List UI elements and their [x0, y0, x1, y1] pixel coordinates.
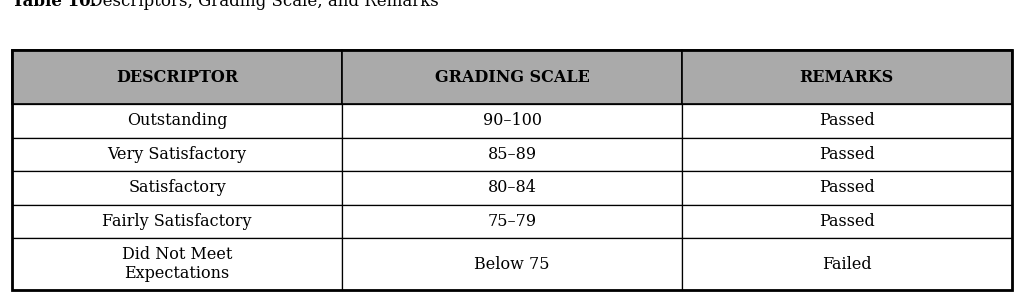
Text: 80–84: 80–84 — [487, 179, 537, 196]
Text: Failed: Failed — [822, 255, 871, 273]
Text: 85–89: 85–89 — [487, 146, 537, 163]
Bar — [682, 238, 1012, 290]
Text: Very Satisfactory: Very Satisfactory — [108, 146, 247, 163]
Text: Table 10.: Table 10. — [12, 0, 97, 10]
Bar — [12, 104, 342, 138]
Bar — [342, 205, 682, 238]
Text: Outstanding: Outstanding — [127, 112, 227, 129]
Bar — [342, 238, 682, 290]
Bar — [682, 104, 1012, 138]
Text: Passed: Passed — [819, 213, 874, 230]
Bar — [682, 171, 1012, 205]
Text: 75–79: 75–79 — [487, 213, 537, 230]
Bar — [12, 171, 342, 205]
Bar — [342, 104, 682, 138]
Text: Passed: Passed — [819, 179, 874, 196]
Text: 90–100: 90–100 — [482, 112, 542, 129]
Text: DESCRIPTOR: DESCRIPTOR — [116, 69, 239, 86]
Text: Did Not Meet
Expectations: Did Not Meet Expectations — [122, 246, 232, 282]
Bar — [342, 171, 682, 205]
Text: Below 75: Below 75 — [474, 255, 550, 273]
Text: Fairly Satisfactory: Fairly Satisfactory — [102, 213, 252, 230]
Bar — [342, 138, 682, 171]
Bar — [12, 238, 342, 290]
Text: Satisfactory: Satisfactory — [128, 179, 226, 196]
Text: GRADING SCALE: GRADING SCALE — [434, 69, 590, 86]
Bar — [342, 50, 682, 104]
Bar — [682, 205, 1012, 238]
Bar — [12, 138, 342, 171]
Bar — [12, 50, 1012, 290]
Text: Passed: Passed — [819, 146, 874, 163]
Bar — [682, 138, 1012, 171]
Bar — [12, 50, 342, 104]
Text: Descriptors, Grading Scale, and Remarks: Descriptors, Grading Scale, and Remarks — [84, 0, 439, 10]
Text: Passed: Passed — [819, 112, 874, 129]
Bar — [12, 205, 342, 238]
Bar — [682, 50, 1012, 104]
Text: REMARKS: REMARKS — [800, 69, 894, 86]
